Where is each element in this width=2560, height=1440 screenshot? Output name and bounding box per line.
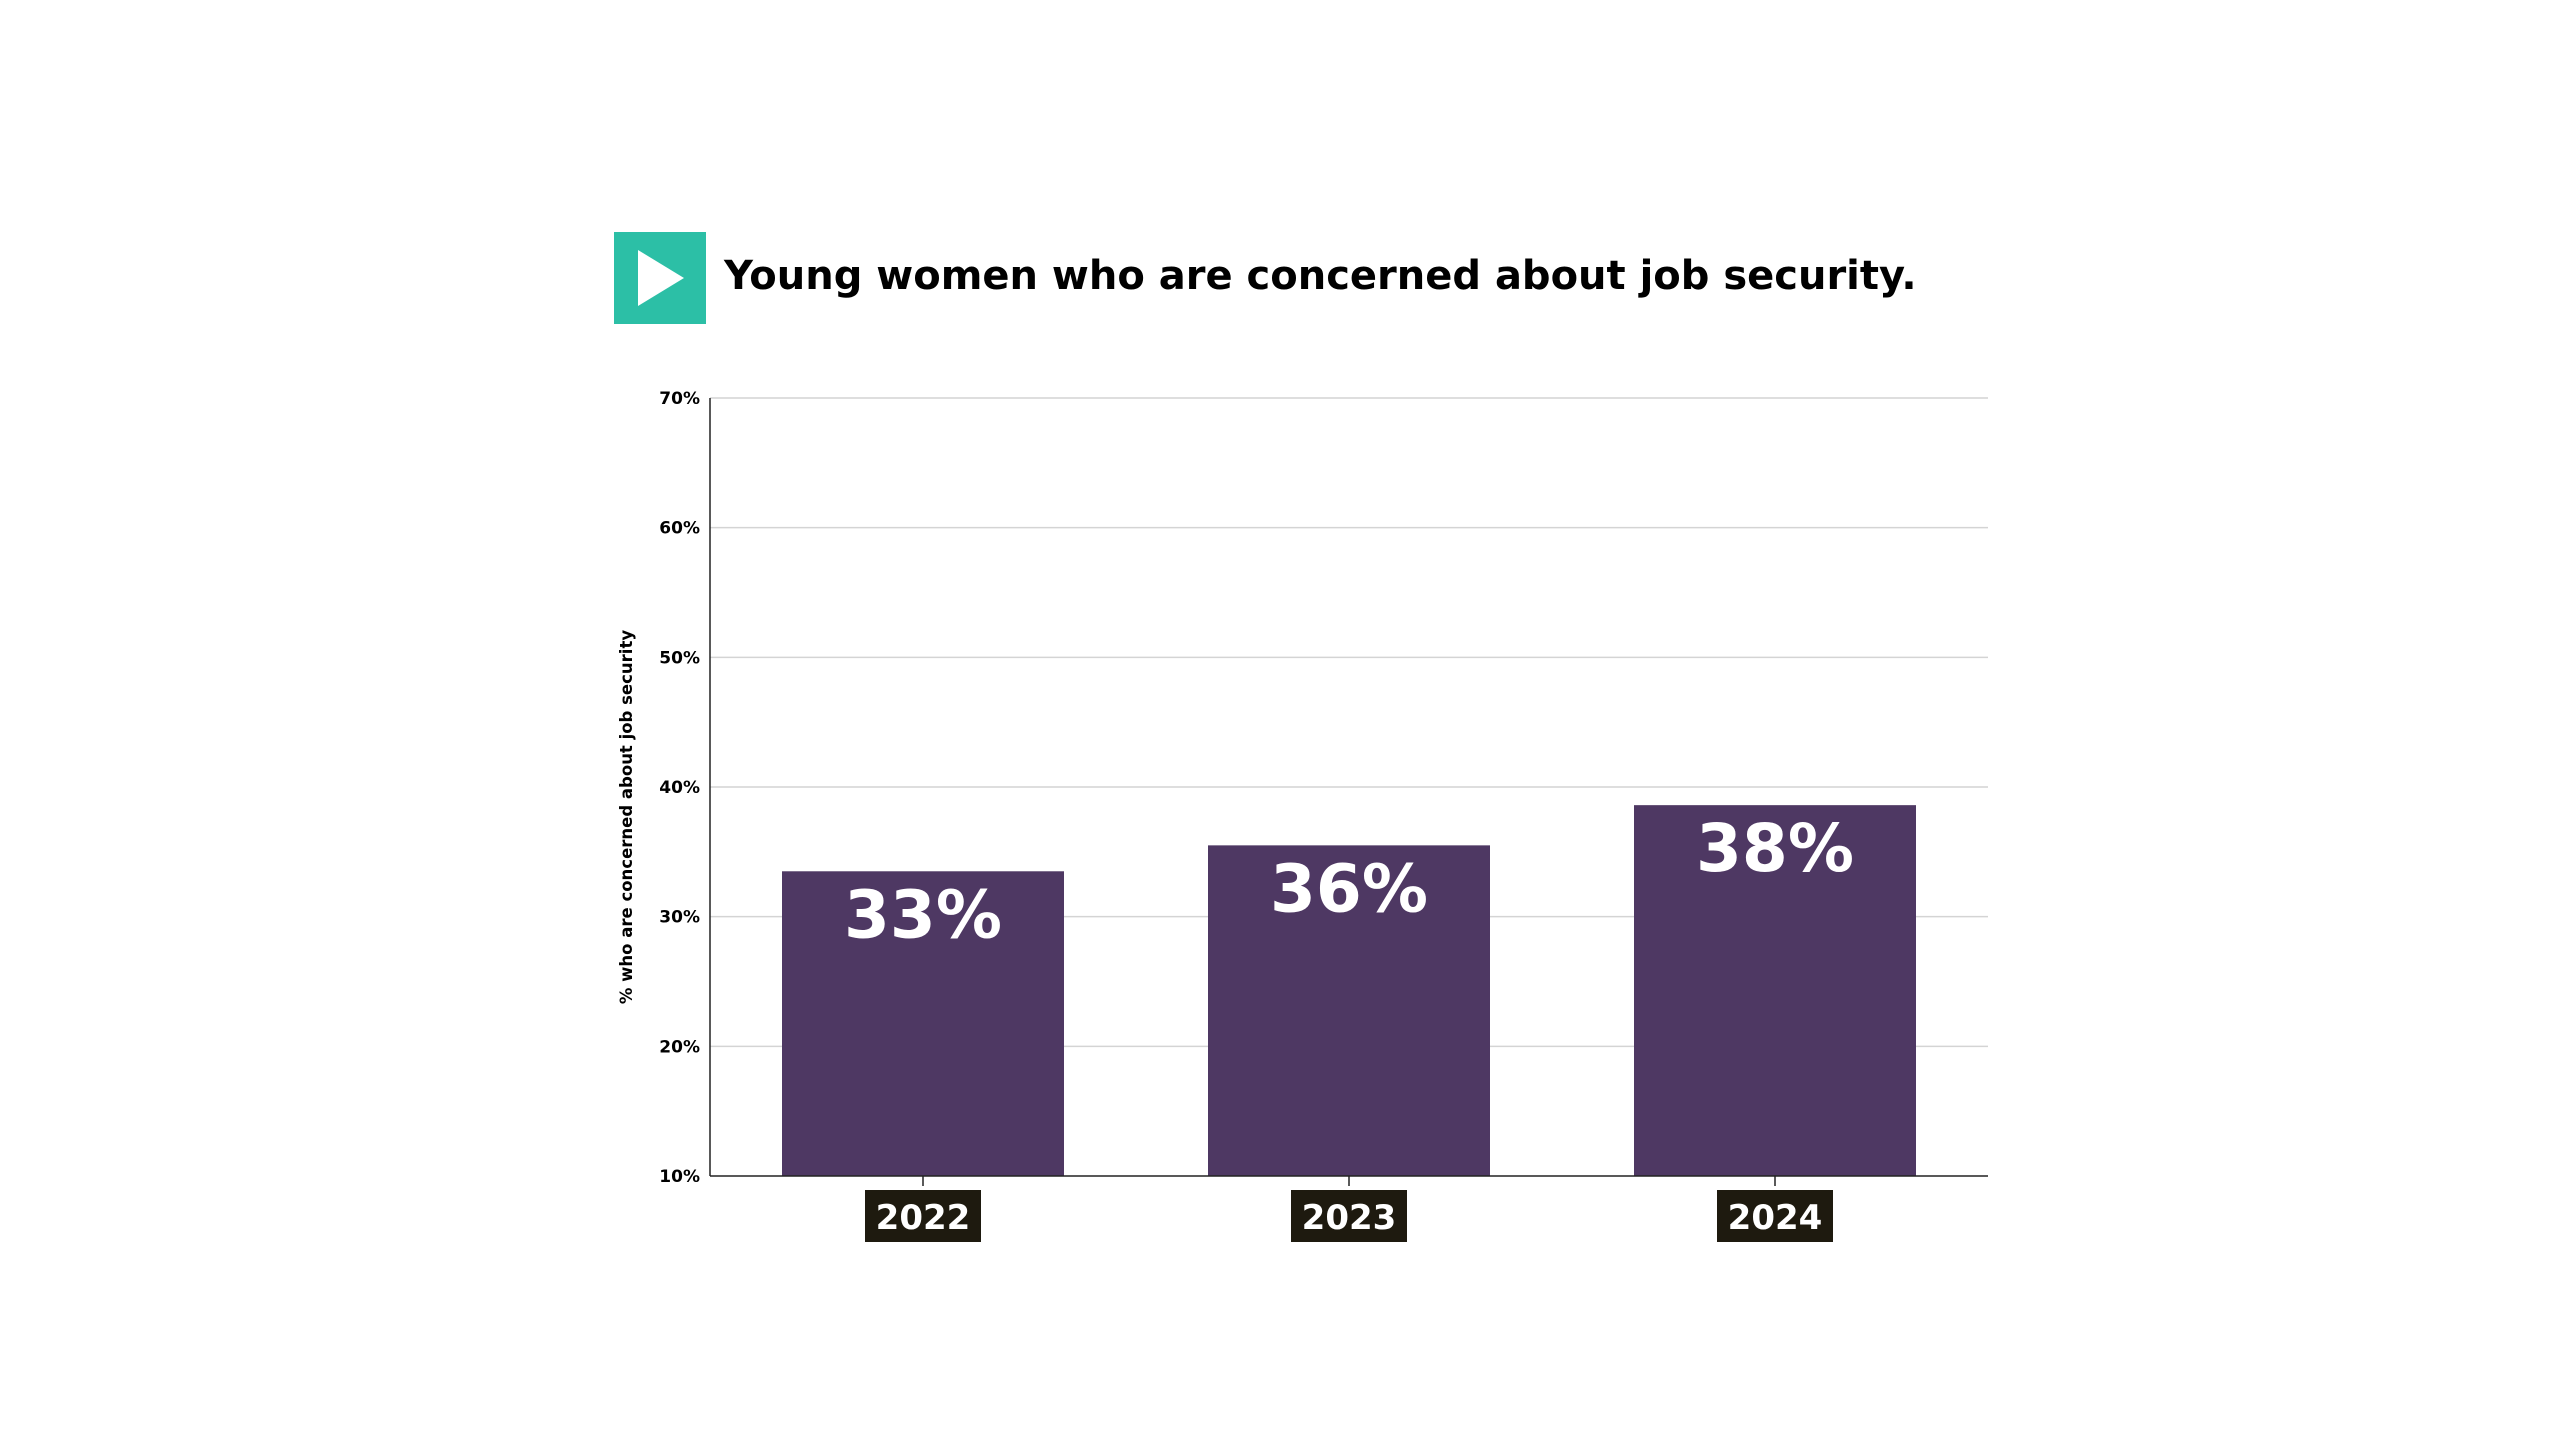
bar-2024 [1634,805,1916,1176]
data-label: 36% [1270,850,1428,927]
data-label: 38% [1696,810,1854,887]
y-axis-title: % who are concerned about job security [617,630,636,1004]
play-icon [638,250,684,306]
bar-2022 [782,871,1064,1176]
y-tick-label: 10% [659,1167,700,1187]
y-tick-label: 60% [659,519,700,539]
y-tick-label: 30% [659,908,700,928]
y-tick-label: 40% [659,778,700,798]
y-tick-label: 50% [659,648,700,668]
chart-title: Young women who are concerned about job … [724,253,1917,299]
category-label-bg [1717,1190,1833,1242]
data-label: 33% [844,876,1002,953]
x-axis-categories: 2022 2023 2024 [865,1190,1833,1242]
play-badge [614,232,706,324]
bars: 33% 36% 38% [782,805,1916,1176]
category-label-bg [1291,1190,1407,1242]
x-tick-label: 2024 [1728,1198,1823,1238]
bar-2023 [1208,845,1490,1176]
x-tick-label: 2022 [876,1198,971,1238]
y-axis-ticks: 10% 20% 30% 40% 50% 60% 70% [659,389,700,1187]
x-tick-label: 2023 [1302,1198,1397,1238]
axes [709,398,1988,1186]
y-tick-label: 70% [659,389,700,409]
y-tick-label: 20% [659,1037,700,1057]
category-label-bg [865,1190,981,1242]
